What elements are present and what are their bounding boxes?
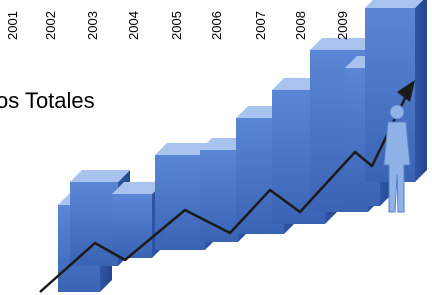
bars <box>58 0 427 292</box>
illustration: 2001 2002 2003 2004 2005 2006 2007 2008 2009 os … <box>0 0 432 295</box>
caption: os Totales <box>0 88 95 113</box>
block-front <box>70 182 118 266</box>
year-label: 2002 <box>43 11 58 40</box>
year-labels: 2001 2002 2003 2004 2005 2006 2007 2008 2009 <box>5 11 350 40</box>
block-side <box>415 0 427 182</box>
page: 2001 2002 2003 2004 2005 2006 2007 2008 2009 os … <box>0 0 432 295</box>
year-label: 2007 <box>253 11 268 40</box>
year-label: 2008 <box>293 11 308 40</box>
year-label: 2003 <box>85 11 100 40</box>
year-label: 2009 <box>335 11 350 40</box>
year-label: 2006 <box>209 11 224 40</box>
year-label: 2005 <box>169 11 184 40</box>
block-front <box>112 194 152 258</box>
year-label: 2001 <box>5 11 20 40</box>
year-label: 2004 <box>126 11 141 40</box>
block-front <box>155 155 205 250</box>
